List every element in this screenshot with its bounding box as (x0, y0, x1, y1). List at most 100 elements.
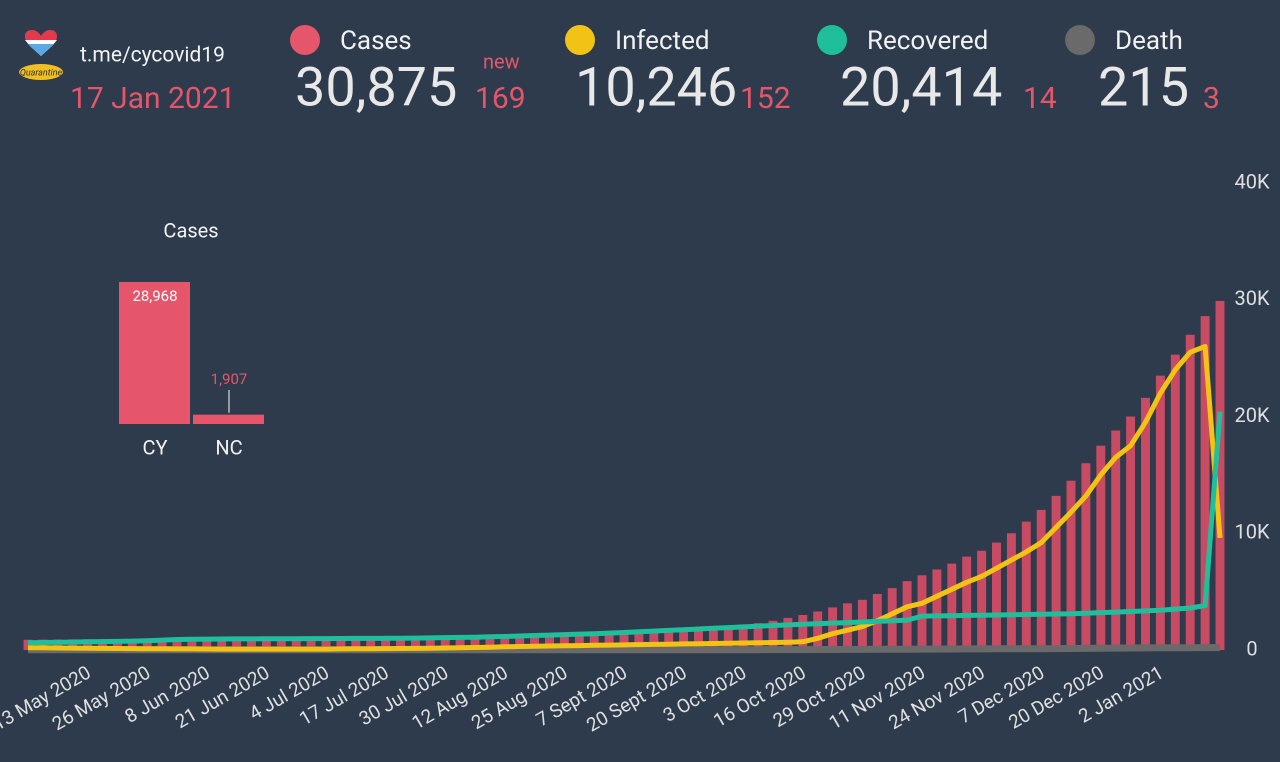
new-label: new (483, 49, 520, 73)
bar (1126, 416, 1136, 650)
y-tick-label: 20K (1234, 403, 1269, 427)
bar (574, 633, 584, 650)
bar (708, 628, 718, 650)
bar (321, 638, 331, 650)
bar (962, 556, 972, 650)
stat-new: 3 (1203, 81, 1220, 116)
bar (410, 637, 420, 650)
inset-chart: Cases CY 28,968 NC 1,907 (119, 218, 264, 459)
bar (813, 611, 823, 650)
bar (917, 575, 927, 650)
bar (1185, 334, 1195, 650)
bar (977, 550, 987, 650)
link: t.me/cycovid19 (80, 44, 225, 68)
bar (306, 638, 316, 650)
bar (783, 617, 793, 650)
bar (649, 630, 659, 650)
stat-name: Infected (615, 26, 710, 56)
bar (1215, 300, 1225, 650)
bar (187, 638, 197, 650)
bar (619, 631, 629, 650)
bar (634, 631, 644, 650)
bar (1021, 521, 1031, 650)
bar (142, 639, 152, 650)
bar (589, 632, 599, 650)
bar (485, 635, 495, 650)
legend-dot (290, 25, 320, 55)
y-tick-label: 30K (1234, 286, 1269, 310)
bar (172, 638, 182, 650)
bar (1111, 430, 1121, 650)
y-tick-label: 10K (1234, 520, 1269, 544)
bar (1141, 397, 1150, 650)
bar (1155, 375, 1165, 650)
bar (440, 637, 450, 650)
bar (738, 625, 748, 650)
bar (276, 638, 286, 650)
bar (202, 638, 212, 650)
bar (1170, 354, 1180, 650)
legend-dot (1065, 25, 1095, 55)
category-label: CY (142, 435, 167, 459)
value-label: 28,968 (132, 287, 177, 305)
svg-text:Quarantine: Quarantine (20, 68, 63, 78)
bar (545, 634, 554, 650)
bar (366, 637, 376, 650)
bar (1081, 463, 1091, 650)
bar (261, 638, 271, 650)
bar (753, 623, 763, 650)
bar (157, 639, 167, 650)
bar (902, 581, 912, 650)
stat-total: 215 (1098, 56, 1189, 119)
bar (98, 639, 107, 650)
bar (232, 638, 242, 650)
bar (679, 629, 689, 650)
bar (396, 637, 405, 650)
bar (112, 639, 122, 650)
bar (455, 636, 465, 650)
bar (798, 614, 808, 650)
bar (559, 633, 569, 650)
legend-dot (565, 25, 595, 55)
bar (1066, 480, 1076, 650)
bar (1096, 445, 1106, 650)
inset-title: Cases (163, 218, 218, 242)
bar (83, 639, 93, 650)
stat-new: 14 (1023, 81, 1057, 116)
bar (68, 639, 78, 650)
stat-total: 10,246 (575, 56, 737, 119)
stat-name: Cases (340, 26, 412, 56)
logo: Quarantine (19, 30, 63, 80)
bar (694, 629, 703, 650)
stat-new: 169 (475, 81, 526, 116)
bar (1036, 509, 1046, 650)
date: 17 Jan 2021 (70, 81, 235, 116)
bar (932, 569, 942, 650)
bar (351, 638, 361, 650)
bar (336, 638, 346, 650)
y-tick-label: 40K (1234, 169, 1269, 193)
stat-name: Recovered (867, 26, 988, 56)
line (27, 411, 1223, 646)
bar (127, 639, 137, 650)
bar (193, 414, 264, 424)
bar (500, 635, 510, 650)
bar (217, 638, 227, 650)
stat-name: Death (1115, 26, 1183, 56)
bar (1200, 316, 1210, 650)
line (27, 343, 1223, 652)
bar (425, 637, 435, 650)
legend-dot (817, 25, 847, 55)
bar (119, 282, 190, 424)
bar (843, 603, 852, 650)
bar (664, 630, 674, 650)
bar (530, 634, 540, 650)
bar (992, 542, 1001, 650)
value-label: 1,907 (211, 370, 248, 388)
bar (381, 637, 391, 650)
bar (828, 607, 838, 650)
